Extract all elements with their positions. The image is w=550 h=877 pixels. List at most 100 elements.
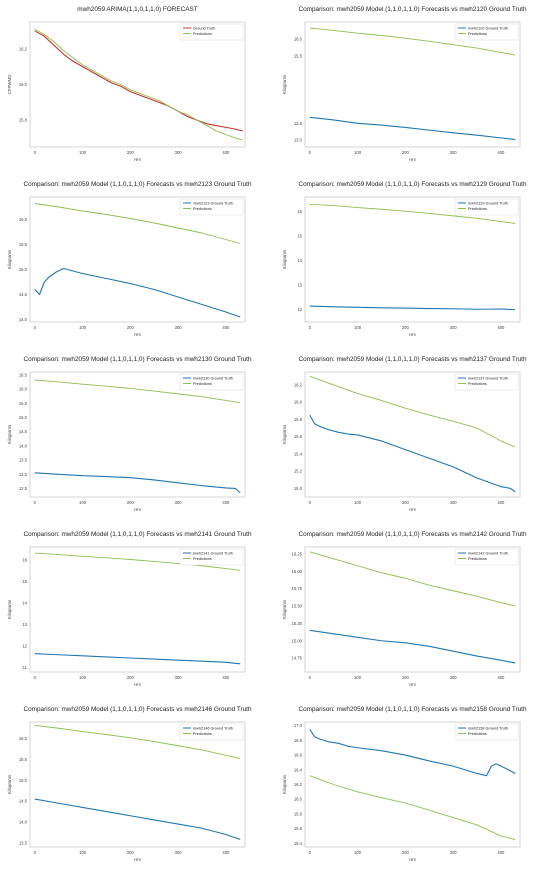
chart-panel: Comparison: mwh2059 Model (1,1,0,1,1,0) …	[0, 175, 275, 350]
y-tick-label: 15.5	[19, 757, 28, 762]
chart-svg: mwh2059 ARIMA(1,1,0,1,1,0) FORECAST 0 100 2…	[7, 6, 246, 162]
x-tick-label: 100	[79, 675, 87, 680]
chart-svg: Comparison: mwh2059 Model (1,1,0,1,1,0) …	[7, 531, 252, 687]
legend-label: Predictions	[468, 732, 487, 736]
y-tick-label: 13.5	[294, 121, 303, 126]
series-line-predictions	[309, 375, 516, 448]
chart-svg: Comparison: mwh2059 Model (1,1,0,1,1,0) …	[7, 706, 252, 862]
x-tick-label: 100	[79, 150, 87, 155]
series-line-predictions	[34, 379, 241, 404]
y-axis-label: Kilograms	[7, 249, 12, 269]
chart-panel: Comparison: mwh2059 Model (1,1,0,1,1,0) …	[0, 525, 275, 700]
y-tick-label: 16.4	[294, 767, 303, 772]
x-tick-label: 400	[497, 325, 505, 330]
x-tick-label: 100	[354, 500, 362, 505]
y-tick-label: 14.5	[19, 799, 28, 804]
x-tick-label: 0	[34, 675, 37, 680]
x-axis-label: Hrs	[409, 857, 417, 862]
x-tick-label: 0	[309, 150, 312, 155]
x-tick-label: 100	[79, 850, 87, 855]
y-tick-label: 15.50	[292, 604, 303, 609]
y-tick-label: 16.0	[19, 82, 28, 87]
series-line-ground-truth	[309, 116, 516, 141]
legend	[454, 373, 519, 391]
x-tick-label: 0	[309, 325, 312, 330]
y-tick-label: 15	[297, 234, 302, 239]
series-line-predictions	[309, 551, 516, 607]
legend	[454, 198, 519, 216]
x-axis-label: Hrs	[409, 332, 417, 337]
y-tick-label: 15.8	[294, 811, 303, 816]
x-tick-label: 300	[450, 850, 458, 855]
series-line-predictions	[309, 775, 516, 841]
series-line-predictions	[309, 203, 516, 224]
y-tick-label: 16	[22, 557, 27, 562]
y-tick-label: 14.0	[19, 443, 28, 448]
legend	[454, 23, 519, 41]
legend-label: Predictions	[193, 557, 212, 561]
chart-panel: Comparison: mwh2059 Model (1,1,0,1,1,0) …	[275, 350, 550, 525]
y-tick-label: 12	[22, 644, 27, 649]
y-axis-label: CFPWMD	[7, 75, 12, 95]
y-tick-label: 14.5	[19, 292, 28, 297]
y-tick-label: 15.00	[292, 638, 303, 643]
legend-label: mwh2120 Ground Truth	[468, 26, 508, 30]
legend	[454, 723, 519, 741]
chart-svg: Comparison: mwh2059 Model (1,1,0,1,1,0) …	[282, 531, 527, 687]
series-line-ground-truth	[309, 629, 516, 664]
x-tick-label: 400	[497, 850, 505, 855]
x-tick-label: 400	[222, 325, 230, 330]
x-tick-label: 200	[402, 150, 410, 155]
y-tick-label: 16.2	[19, 46, 28, 51]
chart-panel: Comparison: mwh2059 Model (1,1,0,1,1,0) …	[275, 0, 550, 175]
plot-area	[304, 546, 521, 673]
chart-svg: Comparison: mwh2059 Model (1,1,0,1,1,0) …	[7, 181, 252, 337]
y-tick-label: 15.8	[294, 417, 303, 422]
chart-svg: Comparison: mwh2059 Model (1,1,0,1,1,0) …	[282, 6, 527, 162]
y-tick-label: 15.5	[19, 401, 28, 406]
series-line-ground-truth	[309, 414, 516, 493]
y-tick-label: 15.25	[292, 621, 303, 626]
y-tick-label: 16.0	[19, 736, 28, 741]
legend	[179, 548, 244, 566]
series-line-ground-truth	[34, 30, 243, 132]
x-tick-label: 400	[222, 500, 230, 505]
x-tick-label: 300	[450, 150, 458, 155]
plot-area	[29, 721, 246, 848]
y-axis-label: Kilograms	[282, 74, 287, 94]
x-tick-label: 100	[79, 325, 87, 330]
y-tick-label: 15.6	[294, 826, 303, 831]
series-line-predictions	[34, 203, 241, 244]
x-tick-label: 300	[450, 325, 458, 330]
y-tick-label: 13.0	[294, 138, 303, 143]
legend-label: Predictions	[193, 32, 212, 36]
y-tick-label: 15.0	[19, 267, 28, 272]
y-tick-label: 15.8	[19, 118, 28, 123]
legend-label: Ground Truth	[193, 26, 215, 30]
y-tick-label: 16.5	[19, 372, 28, 377]
x-axis-label: Hrs	[134, 682, 142, 687]
plot-area	[29, 546, 246, 673]
y-axis-label: Kilograms	[282, 599, 287, 619]
x-tick-label: 200	[402, 850, 410, 855]
series-line-ground-truth	[309, 305, 516, 311]
plot-area	[29, 196, 246, 323]
legend	[454, 548, 519, 566]
legend	[179, 373, 244, 391]
legend	[179, 23, 244, 41]
plot-area	[304, 721, 521, 848]
y-tick-label: 14	[22, 601, 27, 606]
y-tick-label: 13	[22, 622, 27, 627]
chart-panel: Comparison: mwh2059 Model (1,1,0,1,1,0) …	[0, 700, 275, 875]
x-tick-label: 300	[175, 850, 183, 855]
chart-title: Comparison: mwh2059 Model (1,1,0,1,1,0) …	[298, 706, 526, 713]
legend-label: Predictions	[468, 557, 487, 561]
x-tick-label: 300	[175, 325, 183, 330]
chart-panel: Comparison: mwh2059 Model (1,1,0,1,1,0) …	[275, 525, 550, 700]
chart-title: Comparison: mwh2059 Model (1,1,0,1,1,0) …	[23, 531, 251, 538]
x-tick-label: 400	[497, 500, 505, 505]
y-axis-label: Kilograms	[282, 424, 287, 444]
chart-panel: Comparison: mwh2059 Model (1,1,0,1,1,0) …	[275, 700, 550, 875]
legend-label: Predictions	[193, 207, 212, 211]
